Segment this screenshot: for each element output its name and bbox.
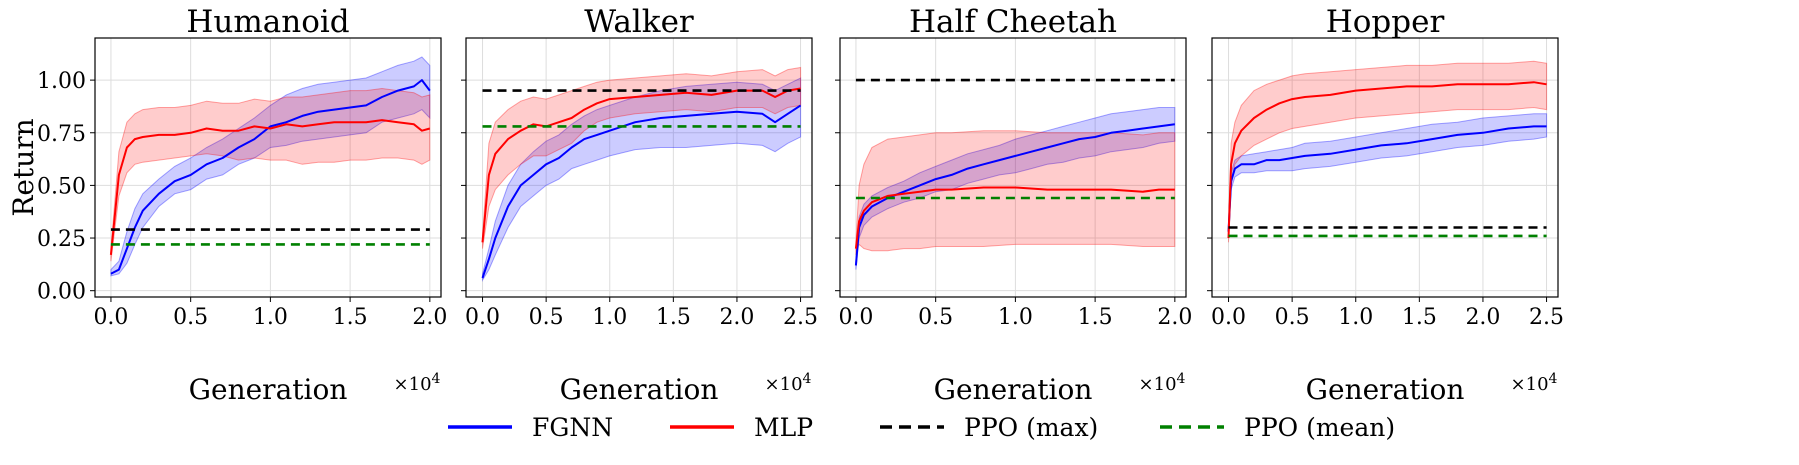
chart-panel-1: 0.0 0.5 1.0 1.5 2.0 2.5 Walker Generation ×104 — [461, 4, 818, 406]
x-tick-label: 0.5 — [918, 305, 953, 330]
plot-area — [481, 66, 802, 282]
x-tick-label: 1.5 — [1078, 305, 1113, 330]
legend-entry-ppo-mean-: PPO (mean) — [1160, 413, 1395, 442]
band-fgnn — [482, 77, 802, 282]
y-tick-label: 0.75 — [37, 122, 86, 147]
x-tick-label: 0.5 — [529, 305, 564, 330]
band-mlp — [482, 66, 802, 249]
x-tick-label: 1.0 — [998, 305, 1033, 330]
panel-title: Half Cheetah — [909, 4, 1117, 40]
x-tick-label: 2.0 — [719, 305, 754, 330]
series-line-mlp — [109, 119, 431, 255]
axes-frame — [839, 37, 1187, 298]
band-fgnn — [110, 56, 431, 277]
legend: FGNN MLP PPO (max) PPO (mean) — [448, 413, 1395, 442]
series-line-fgnn — [854, 123, 1175, 266]
x-tick-label: 0.0 — [465, 305, 500, 330]
band-fgnn — [1228, 113, 1548, 236]
chart-panels: 0.0 0.5 1.0 1.5 2.0 0.00 0.25 0.50 0.75 1.00 Human… — [7, 4, 1564, 406]
x-tick-label: 2.0 — [1157, 305, 1192, 330]
series-line-mlp — [854, 186, 1175, 249]
x-tick-label: 1.5 — [1402, 305, 1437, 330]
x-tick-label: 0.0 — [93, 305, 128, 330]
series-line-fgnn — [110, 79, 431, 275]
x-tick-label: 1.5 — [656, 305, 691, 330]
plot-area — [1227, 60, 1548, 243]
chart-panel-0: 0.0 0.5 1.0 1.5 2.0 0.00 0.25 0.50 0.75 1.00 Human… — [7, 4, 447, 406]
x-axis-label: Generation — [189, 373, 348, 406]
y-tick-label: 0.25 — [37, 227, 86, 252]
series-line-mlp — [1227, 81, 1547, 239]
x-axis-label: Generation — [560, 373, 719, 406]
x-tick-label: 2.5 — [783, 305, 818, 330]
x-tick-label: 1.5 — [333, 305, 368, 330]
legend-entry-mlp: MLP — [670, 413, 813, 442]
panel-title: Humanoid — [186, 4, 349, 40]
x-multiplier: ×104 — [765, 371, 812, 395]
x-tick-label: 1.0 — [592, 305, 627, 330]
x-tick-label: 2.0 — [412, 305, 447, 330]
x-multiplier: ×104 — [1511, 371, 1558, 395]
x-axis-label: Generation — [934, 373, 1093, 406]
x-multiplier: ×104 — [394, 371, 441, 395]
legend-label: PPO (max) — [964, 413, 1098, 442]
legend-label: MLP — [754, 413, 813, 442]
x-axis-label: Generation — [1306, 373, 1465, 406]
x-tick-label: 0.5 — [173, 305, 208, 330]
y-tick-label: 0.00 — [37, 280, 86, 305]
x-tick-label: 1.0 — [1338, 305, 1373, 330]
plot-area — [109, 56, 431, 277]
legend-label: FGNN — [532, 413, 613, 442]
band-mlp — [110, 87, 431, 262]
panel-title: Walker — [584, 4, 694, 40]
legend-entry-fgnn: FGNN — [448, 413, 613, 442]
axes-frame — [94, 37, 442, 298]
plot-area — [854, 78, 1176, 270]
x-tick-label: 2.0 — [1465, 305, 1500, 330]
x-tick-label: 0.0 — [1211, 305, 1246, 330]
axes-frame — [1211, 37, 1559, 298]
y-tick-label: 0.50 — [37, 174, 86, 199]
x-tick-label: 0.5 — [1275, 305, 1310, 330]
panel-title: Hopper — [1326, 4, 1445, 40]
chart-panel-3: 0.0 0.5 1.0 1.5 2.0 2.5 Hopper Generation ×104 — [1207, 4, 1564, 406]
axes-frame — [465, 37, 813, 298]
legend-entry-ppo-max-: PPO (max) — [880, 413, 1098, 442]
chart-panel-2: 0.0 0.5 1.0 1.5 2.0 Half Cheetah Generation ×10… — [835, 4, 1192, 406]
band-fgnn — [855, 107, 1176, 270]
x-tick-label: 2.5 — [1529, 305, 1564, 330]
x-tick-label: 1.0 — [253, 305, 288, 330]
band-mlp — [855, 130, 1176, 256]
band-mlp — [1228, 60, 1548, 243]
series-line-fgnn — [481, 104, 802, 279]
y-tick-label: 1.00 — [37, 69, 86, 94]
x-tick-label: 0.0 — [838, 305, 873, 330]
series-line-fgnn — [1227, 125, 1547, 232]
x-multiplier: ×104 — [1139, 371, 1186, 395]
y-axis-label: Return — [7, 118, 40, 216]
legend-label: PPO (mean) — [1244, 413, 1395, 442]
